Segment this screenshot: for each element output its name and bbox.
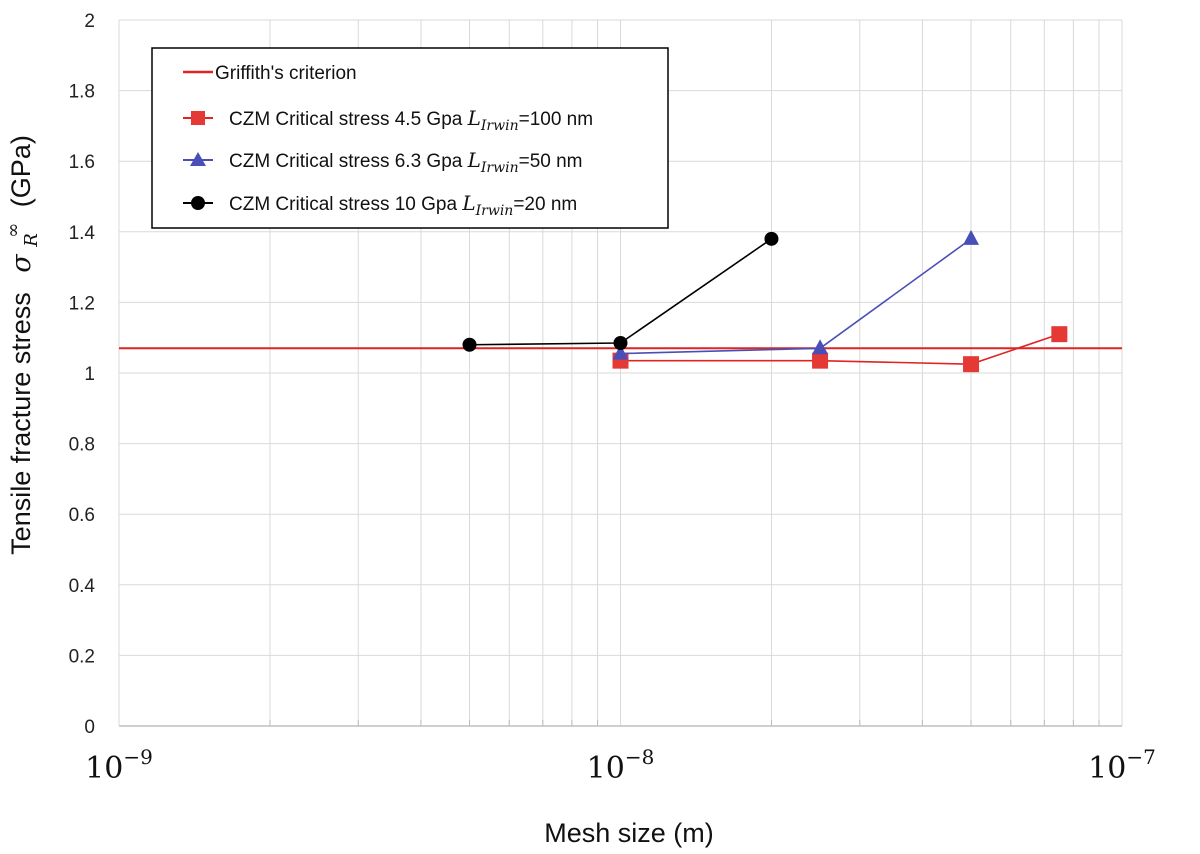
y-tick-label: 0.6 bbox=[69, 505, 95, 526]
legend-label-10gpa: CZM Critical stress 10 Gpa LIrwin=20 nm bbox=[229, 191, 577, 219]
y-axis-label: Tensile fracture stress σ R ∞ (GPa) bbox=[0, 135, 43, 555]
data-point-triangle bbox=[812, 339, 829, 355]
legend-triangle-marker bbox=[190, 152, 206, 166]
x-tick-label: 10−7 bbox=[1088, 745, 1156, 786]
legend-entry-4-5gpa: CZM Critical stress 4.5 Gpa LIrwin=100 n… bbox=[183, 106, 593, 134]
legend-label-4-5gpa: CZM Critical stress 4.5 Gpa LIrwin=100 n… bbox=[229, 106, 593, 134]
series-square bbox=[612, 326, 1068, 373]
legend-label-6-3gpa: CZM Critical stress 6.3 Gpa LIrwin=50 nm bbox=[229, 148, 583, 176]
legend-square-marker bbox=[191, 111, 205, 125]
data-point-triangle bbox=[612, 344, 629, 360]
y-axis-label-unit: (GPa) bbox=[6, 135, 36, 207]
y-tick-label: 0.8 bbox=[69, 435, 95, 456]
data-point-circle bbox=[613, 335, 628, 350]
y-tick-label: 0.2 bbox=[69, 646, 95, 667]
series-line bbox=[620, 333, 1060, 365]
data-point-square bbox=[1051, 326, 1068, 343]
series-circle bbox=[462, 231, 779, 352]
legend-box bbox=[151, 47, 669, 229]
data-point-circle bbox=[764, 231, 779, 246]
data-point-circle bbox=[462, 337, 477, 352]
legend-entry-10gpa: CZM Critical stress 10 Gpa LIrwin=20 nm bbox=[183, 191, 577, 219]
y-tick-label: 0.4 bbox=[69, 576, 96, 597]
axes: 0 0.2 0.4 0.6 0.8 1 1.2 1.4 1.6 1.8 2 10−9 10−8 10−7 bbox=[69, 11, 1156, 786]
legend-griffith-label: Griffith's criterion bbox=[215, 63, 357, 84]
y-axis-label-symbol: σ bbox=[6, 253, 37, 273]
y-tick-label: 1.6 bbox=[69, 152, 95, 173]
x-axis-label: Mesh size (m) bbox=[544, 818, 714, 848]
x-tick-label: 10−9 bbox=[85, 745, 153, 786]
data-point-triangle bbox=[963, 229, 980, 245]
series-triangle bbox=[612, 229, 980, 360]
y-tick-label: 1.4 bbox=[69, 223, 96, 244]
series-group bbox=[462, 229, 1068, 373]
y-tick-label: 1 bbox=[84, 364, 95, 385]
y-tick-label: 2 bbox=[84, 11, 95, 32]
y-axis-label-superscript: ∞ bbox=[3, 223, 24, 238]
x-tick-label: 10−8 bbox=[587, 745, 655, 786]
data-point-square bbox=[963, 356, 980, 373]
y-tick-label: 1.2 bbox=[69, 293, 95, 314]
y-tick-label: 0 bbox=[84, 717, 95, 738]
data-point-square bbox=[812, 352, 829, 369]
legend-entry-6-3gpa: CZM Critical stress 6.3 Gpa LIrwin=50 nm bbox=[183, 148, 583, 176]
y-tick-label: 1.8 bbox=[69, 82, 95, 103]
svg-text:Tensile fracture stress: Tensile fracture stress σ R ∞ (GPa) bbox=[0, 135, 43, 555]
legend: Griffith's criterion CZM Critical stress… bbox=[151, 47, 669, 229]
legend-circle-marker bbox=[191, 196, 205, 210]
y-axis-label-main: Tensile fracture stress bbox=[6, 292, 36, 555]
y-axis-label-subscript: R bbox=[21, 233, 42, 248]
